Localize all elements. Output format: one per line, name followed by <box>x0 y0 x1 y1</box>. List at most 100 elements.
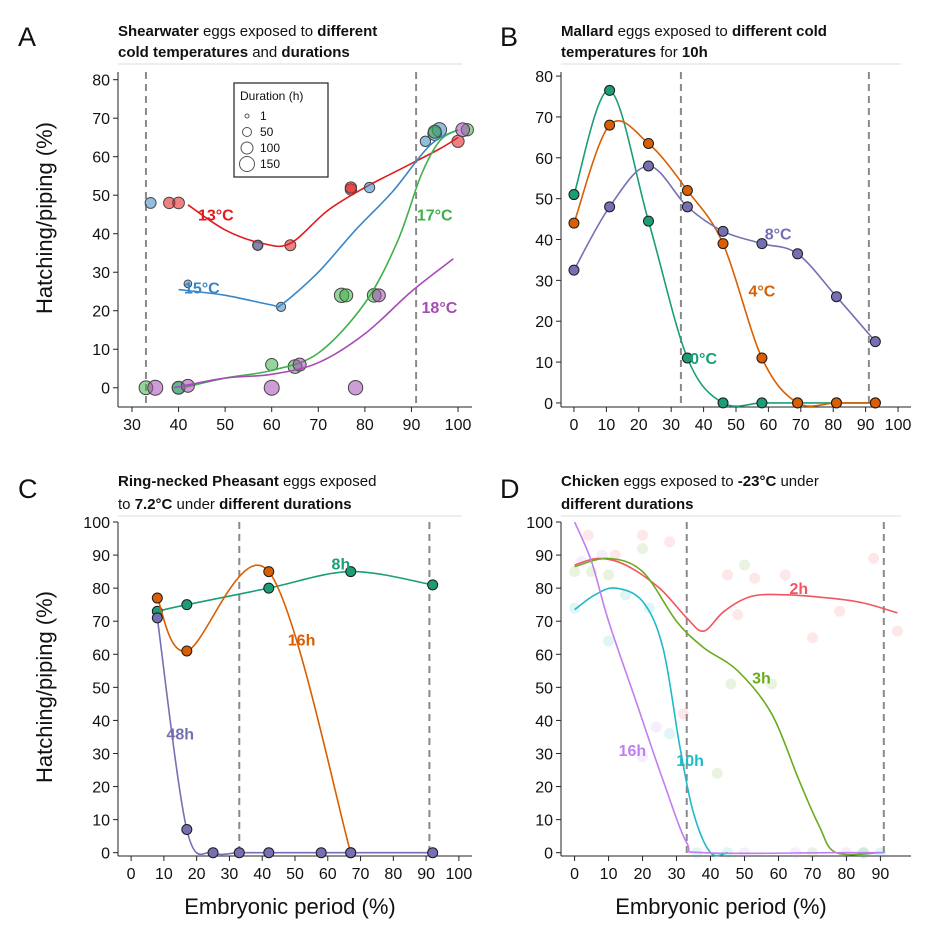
x-tick-label: 90 <box>403 417 421 434</box>
data-point <box>722 569 734 581</box>
y-tick-label: 80 <box>92 73 110 90</box>
data-point <box>344 181 358 194</box>
legend-size-marker <box>244 113 250 119</box>
panel-title-span: cold temperatures <box>118 44 248 61</box>
data-marker <box>427 579 439 591</box>
x-tick-label: 40 <box>170 417 188 434</box>
data-marker <box>756 238 768 250</box>
series-48h: 48h <box>151 612 439 859</box>
panel-c: C Ring-necked Pheasant eggs exposed to 7.2… <box>18 473 472 883</box>
data-marker <box>604 119 616 131</box>
y-tick-label: 40 <box>535 233 553 250</box>
data-point <box>637 542 649 554</box>
y-tick-label: 20 <box>535 780 553 797</box>
data-point <box>732 609 744 621</box>
y-tick-label: 20 <box>92 304 110 321</box>
x-tick-label: 70 <box>792 417 810 434</box>
data-point <box>603 569 615 581</box>
series-line <box>156 564 352 853</box>
data-point <box>603 635 615 647</box>
data-marker <box>568 264 580 276</box>
series-label: 4°C <box>748 284 775 301</box>
data-marker <box>263 582 275 594</box>
data-point <box>347 380 364 396</box>
legend-entry-label: 150 <box>260 157 280 171</box>
data-point <box>711 767 723 779</box>
series-18c: 18°C <box>147 122 471 396</box>
y-tick-label: 60 <box>92 150 110 167</box>
panel-letter: C <box>18 474 38 504</box>
data-point <box>339 288 354 303</box>
y-tick-label: 50 <box>535 680 553 697</box>
series-line <box>573 165 877 343</box>
series-label: 8h <box>332 556 351 573</box>
series-line <box>157 570 433 613</box>
panel-title-span: Ring-necked Pheasant <box>118 473 279 490</box>
panel-title-span: Mallard <box>561 23 614 40</box>
series-line <box>574 587 728 857</box>
x-tick-label: 60 <box>770 866 788 883</box>
data-point <box>172 196 185 210</box>
legend-entry-label: 100 <box>260 141 280 155</box>
panel-title-line-1: Ring-necked Pheasant eggs exposed <box>118 473 376 490</box>
y-tick-label: 0 <box>544 846 553 863</box>
data-marker <box>717 238 729 250</box>
data-marker <box>263 566 275 578</box>
x-tick-label: 80 <box>384 866 402 883</box>
data-point <box>183 279 193 289</box>
series-2h: 2h <box>574 529 903 720</box>
data-marker <box>568 217 580 229</box>
panel-b: B Mallard eggs exposed to different cold t… <box>500 22 911 434</box>
y-axis-label-bottom: Hatching/piping (%) <box>32 591 57 783</box>
x-tick-label: 40 <box>695 417 713 434</box>
y-tick-label: 10 <box>535 355 553 372</box>
series-8c: 8°C <box>568 160 881 348</box>
x-tick-label: 30 <box>123 417 141 434</box>
panel-title-span: -23°C <box>738 473 777 490</box>
legend-entry-label: 50 <box>260 125 274 139</box>
series-label: 2h <box>790 581 809 598</box>
data-point <box>643 602 655 614</box>
data-marker <box>643 160 654 172</box>
panel-title-span: temperatures <box>561 44 656 61</box>
x-tick-label: 10 <box>155 866 173 883</box>
panel-title-span: different cold <box>732 23 827 40</box>
y-tick-label: 90 <box>535 548 553 565</box>
series-3h: 3h <box>569 542 881 859</box>
data-point <box>582 529 594 541</box>
x-tick-label: 0 <box>570 417 579 434</box>
panel-d: D Chicken eggs exposed to -23°C under diff… <box>500 473 911 883</box>
data-point <box>147 379 164 396</box>
data-point <box>637 529 649 541</box>
data-point <box>427 124 442 139</box>
y-tick-label: 30 <box>92 265 110 282</box>
y-tick-label: 80 <box>535 581 553 598</box>
series-line <box>178 129 459 309</box>
x-tick-label: 30 <box>668 866 686 883</box>
data-marker <box>830 397 842 409</box>
x-tick-label: 50 <box>286 866 304 883</box>
y-tick-label: 100 <box>526 515 553 532</box>
data-marker <box>756 352 768 364</box>
series-label: 48h <box>166 727 194 744</box>
data-point <box>779 569 791 581</box>
data-marker <box>869 397 881 409</box>
y-tick-label: 60 <box>535 151 553 168</box>
data-marker <box>717 225 729 237</box>
data-point <box>252 239 264 251</box>
x-tick-label: 0 <box>570 866 579 883</box>
data-point <box>371 288 386 303</box>
data-marker <box>869 336 881 348</box>
data-point <box>677 708 689 720</box>
panel-title-line-1: Shearwater eggs exposed to different <box>118 23 377 40</box>
data-marker <box>604 84 616 96</box>
data-marker <box>345 847 357 859</box>
series-line <box>187 136 459 248</box>
series-label: 10h <box>676 753 704 770</box>
panel-title-span: and <box>248 44 281 61</box>
x-tick-label: 50 <box>216 417 234 434</box>
data-point <box>664 536 676 548</box>
data-point <box>834 605 846 617</box>
data-marker <box>181 824 193 836</box>
